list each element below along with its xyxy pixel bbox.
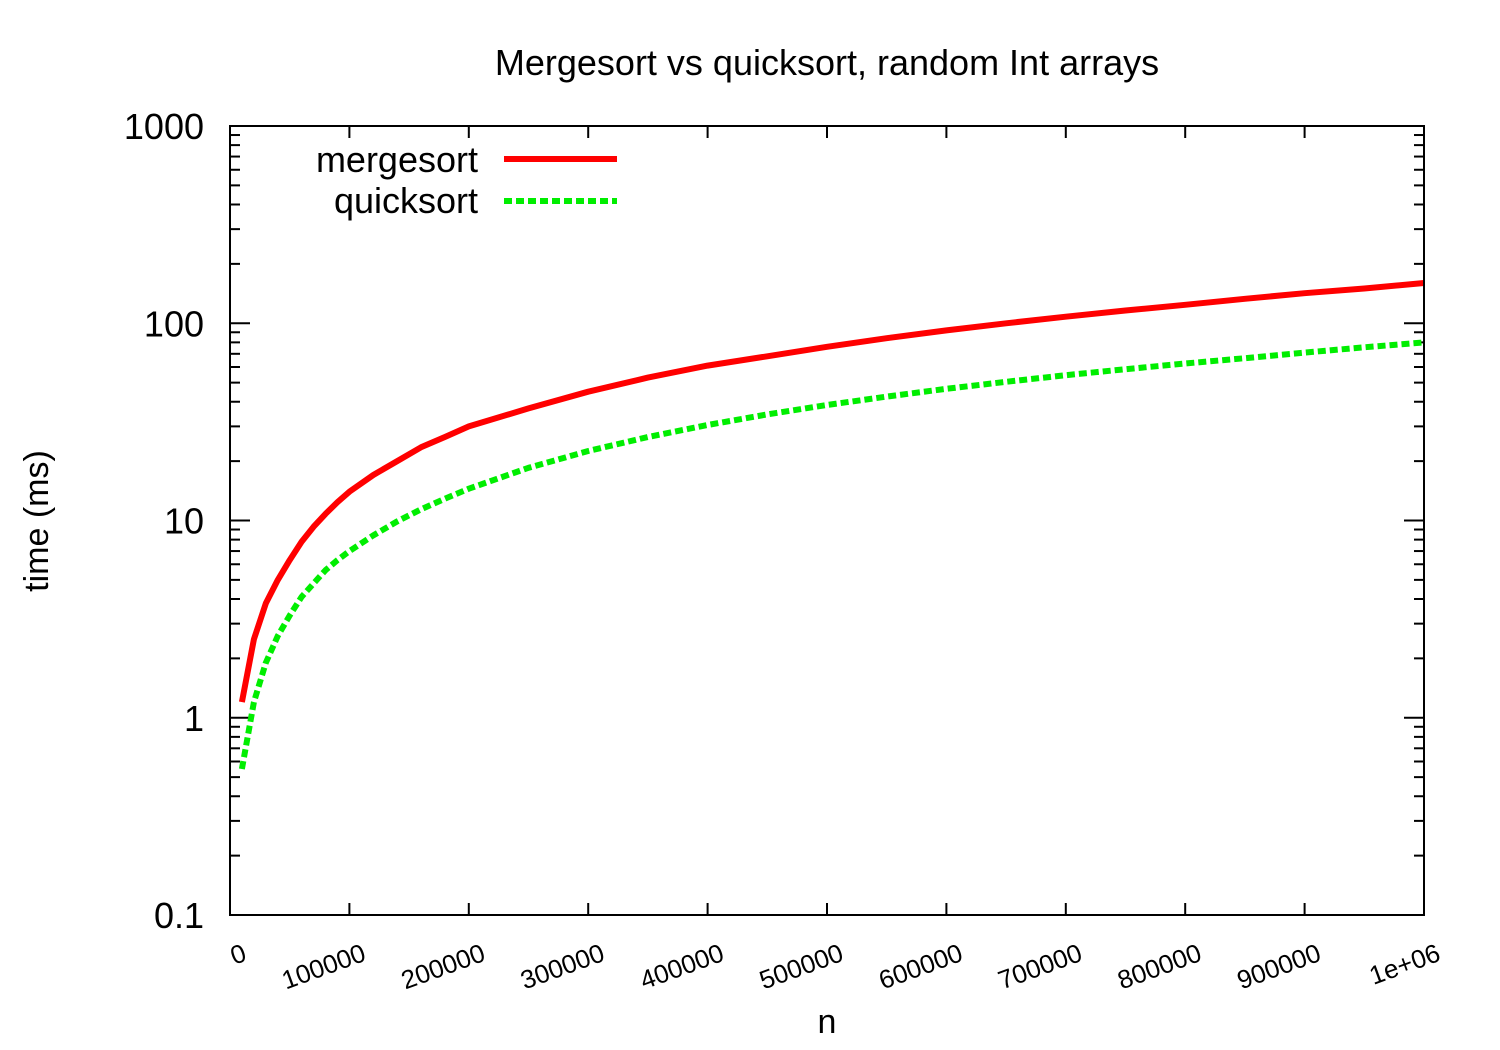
plot-lines xyxy=(238,280,1425,770)
legend-label-mergesort: mergesort xyxy=(316,139,478,180)
x-tick-label: 300000 xyxy=(516,937,608,995)
legend-label-quicksort: quicksort xyxy=(334,180,478,221)
y-tick-label: 0.1 xyxy=(154,895,204,936)
axis-ticks xyxy=(229,125,1425,916)
x-tick-label: 100000 xyxy=(278,937,370,995)
x-tick-label: 200000 xyxy=(397,937,489,995)
y-tick-label: 1000 xyxy=(124,106,204,147)
y-axis-label: time (ms) xyxy=(18,450,56,592)
x-tick-label: 900000 xyxy=(1233,937,1325,995)
quicksort-line xyxy=(238,339,1425,770)
x-axis-label: n xyxy=(818,1003,837,1041)
x-tick-label: 400000 xyxy=(636,937,728,995)
mergesort-line xyxy=(238,280,1425,703)
chart-title: Mergesort vs quicksort, random Int array… xyxy=(495,42,1159,83)
x-tick-label: 800000 xyxy=(1113,937,1205,995)
plot-frame xyxy=(229,125,1425,916)
y-tick-label: 10 xyxy=(164,501,204,542)
y-tick-labels: 0.1 1 10 100 1000 xyxy=(124,106,204,936)
y-tick-label: 100 xyxy=(144,303,204,344)
legend: mergesort quicksort xyxy=(316,139,617,221)
x-tick-label: 500000 xyxy=(755,937,847,995)
x-tick-label: 1e+06 xyxy=(1365,937,1444,990)
x-tick-label: 700000 xyxy=(994,937,1086,995)
x-tick-label: 600000 xyxy=(875,937,967,995)
y-tick-label: 1 xyxy=(184,698,204,739)
x-tick-label: 0 xyxy=(226,937,250,970)
x-tick-labels: 0 100000 200000 300000 400000 500000 600000 700… xyxy=(226,937,1444,995)
